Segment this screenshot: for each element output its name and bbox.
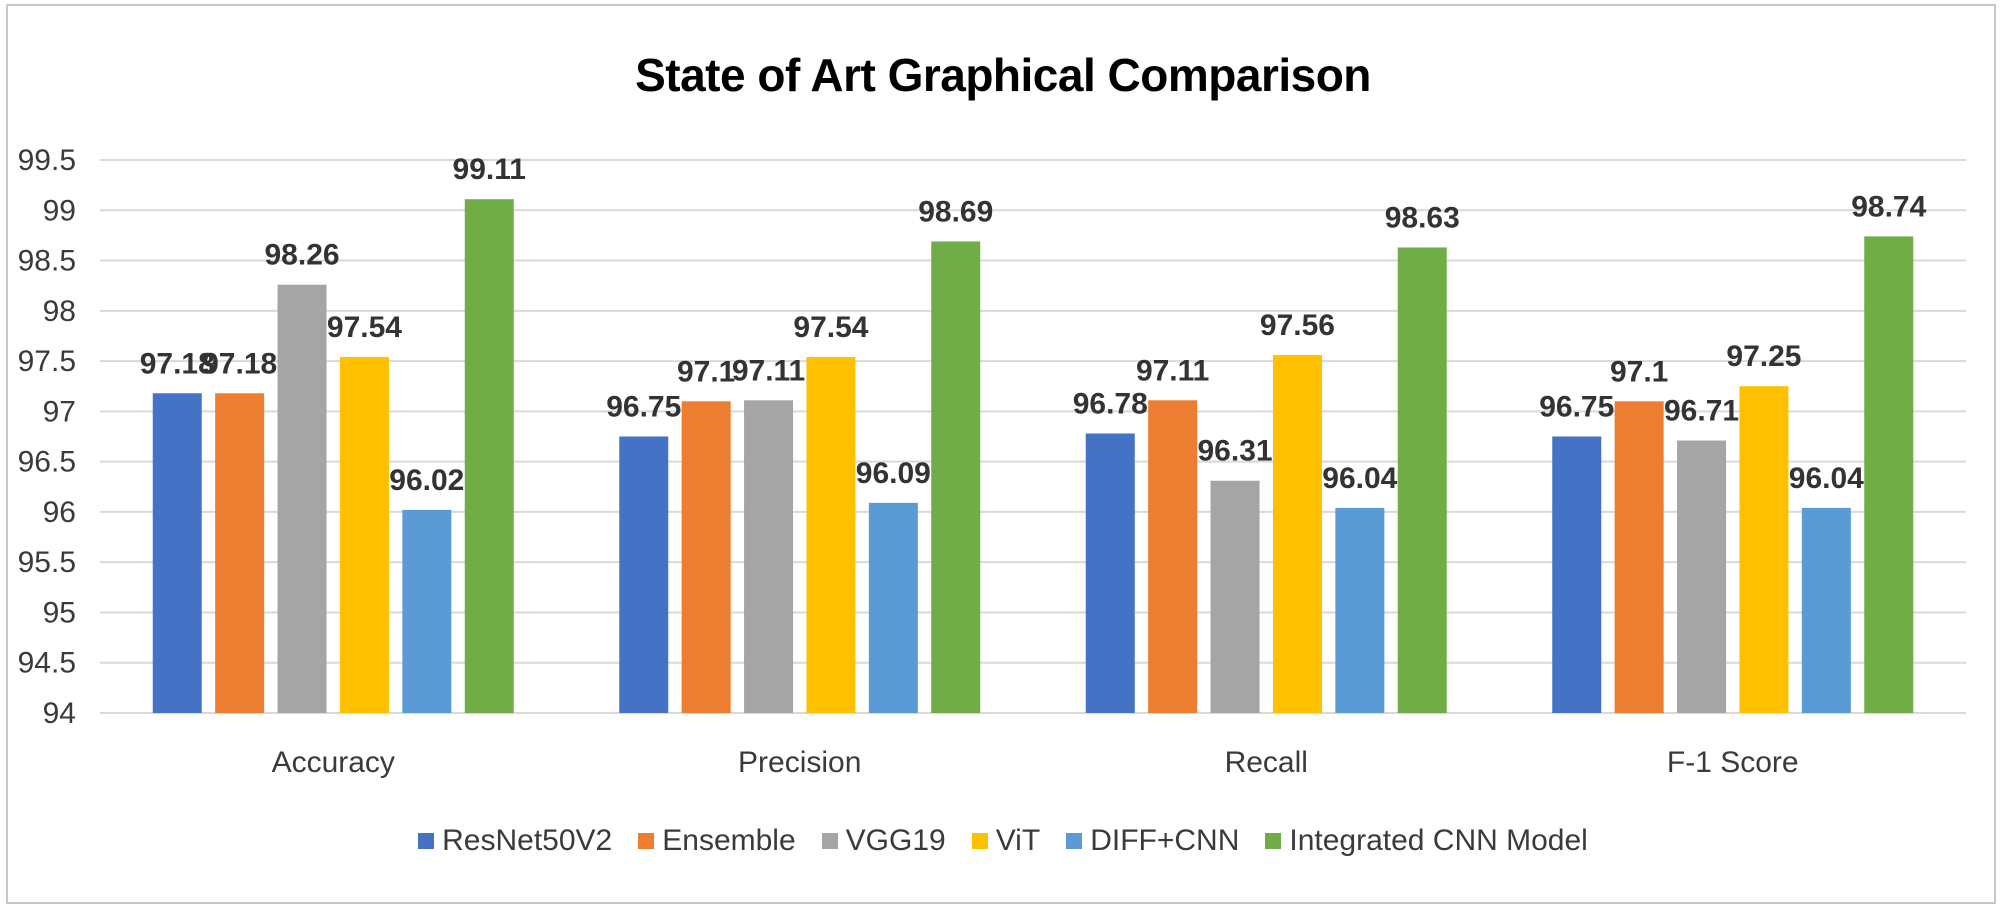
data-label: 98.26 xyxy=(265,239,340,272)
data-label: 98.69 xyxy=(918,195,993,228)
bar-integrated-cnn-model xyxy=(1864,236,1914,713)
bar-resnet50v2 xyxy=(619,436,669,713)
bar-integrated-cnn-model xyxy=(1397,247,1447,713)
bar-ensemble xyxy=(681,401,731,713)
data-label: 98.63 xyxy=(1385,201,1460,234)
legend-swatch xyxy=(638,833,655,849)
data-label: 97.54 xyxy=(793,311,868,344)
legend-item: Integrated CNN Model xyxy=(1265,824,1588,858)
y-tick-label: 97.5 xyxy=(18,345,76,378)
data-label: 96.78 xyxy=(1073,387,1148,420)
bar-vit xyxy=(1739,386,1789,713)
data-label: 96.71 xyxy=(1664,395,1739,428)
legend-swatch xyxy=(821,833,838,849)
data-label: 96.02 xyxy=(389,464,464,497)
data-label: 96.75 xyxy=(1539,391,1614,424)
chart-legend: ResNet50V2 Ensemble VGG19 ViT DIFF+CNN Integr… xyxy=(0,824,2006,858)
y-tick-label: 99 xyxy=(43,194,76,227)
x-category-label: Recall xyxy=(1225,746,1308,779)
data-label: 97.1 xyxy=(677,355,735,388)
bar-resnet50v2 xyxy=(152,393,202,713)
legend-label: DIFF+CNN xyxy=(1090,824,1240,857)
bar-vit xyxy=(339,357,389,713)
legend-label: Integrated CNN Model xyxy=(1289,824,1588,857)
bar-resnet50v2 xyxy=(1085,433,1135,713)
legend-swatch xyxy=(418,833,435,849)
data-label: 98.74 xyxy=(1851,190,1926,223)
y-tick-label: 95.5 xyxy=(18,546,76,579)
chart-frame xyxy=(6,4,1996,904)
data-label: 97.56 xyxy=(1260,309,1335,342)
data-label: 97.11 xyxy=(1136,354,1209,387)
data-label: 96.04 xyxy=(1789,462,1864,495)
data-label: 97.11 xyxy=(732,354,805,387)
legend-label: Ensemble xyxy=(662,824,796,857)
bar-vit xyxy=(1272,355,1322,713)
data-label: 96.31 xyxy=(1198,435,1273,468)
bar-diff-cnn xyxy=(868,502,918,713)
bar-vgg19 xyxy=(277,284,327,713)
bar-vgg19 xyxy=(744,400,794,713)
x-category-label: Accuracy xyxy=(272,746,395,779)
legend-item: ViT xyxy=(971,824,1041,858)
chart-title: State of Art Graphical Comparison xyxy=(635,49,1371,101)
data-label: 96.04 xyxy=(1322,462,1397,495)
bar-vit xyxy=(806,357,856,713)
bar-ensemble xyxy=(1148,400,1198,713)
legend-swatch xyxy=(971,833,988,849)
legend-label: VGG19 xyxy=(845,824,946,857)
y-tick-label: 94 xyxy=(43,697,76,730)
y-tick-label: 98.5 xyxy=(18,245,76,278)
bar-vgg19 xyxy=(1677,440,1727,713)
y-tick-label: 98 xyxy=(43,295,76,328)
bar-diff-cnn xyxy=(1801,507,1851,713)
legend-swatch xyxy=(1265,833,1282,849)
bar-resnet50v2 xyxy=(1552,436,1602,713)
bar-ensemble xyxy=(1614,401,1664,713)
y-tick-label: 96.5 xyxy=(18,446,76,479)
y-tick-label: 99.5 xyxy=(18,144,76,177)
legend-label: ViT xyxy=(995,824,1041,857)
legend-label: ResNet50V2 xyxy=(442,824,613,857)
data-label: 97.1 xyxy=(1610,355,1668,388)
bar-diff-cnn xyxy=(1335,507,1385,713)
legend-item: Ensemble xyxy=(638,824,796,858)
bar-vgg19 xyxy=(1210,480,1260,713)
data-label: 99.11 xyxy=(453,153,526,186)
bar-integrated-cnn-model xyxy=(931,241,981,713)
data-label: 97.18 xyxy=(202,347,277,380)
x-category-label: Precision xyxy=(738,746,861,779)
legend-swatch xyxy=(1066,833,1083,849)
y-tick-label: 96 xyxy=(43,496,76,529)
data-label: 97.54 xyxy=(327,311,402,344)
data-label: 97.18 xyxy=(140,347,215,380)
y-tick-label: 97 xyxy=(43,395,76,428)
legend-item: ResNet50V2 xyxy=(418,824,612,858)
y-tick-label: 94.5 xyxy=(18,647,76,680)
x-category-label: F-1 Score xyxy=(1667,746,1799,779)
legend-item: VGG19 xyxy=(821,824,946,858)
legend-item: DIFF+CNN xyxy=(1066,824,1239,858)
y-tick-label: 95 xyxy=(43,596,76,629)
bar-ensemble xyxy=(215,393,265,713)
data-label: 96.75 xyxy=(606,391,681,424)
data-label: 96.09 xyxy=(856,457,931,490)
bar-integrated-cnn-model xyxy=(464,199,514,714)
bar-diff-cnn xyxy=(402,509,452,713)
data-label: 97.25 xyxy=(1726,340,1801,373)
